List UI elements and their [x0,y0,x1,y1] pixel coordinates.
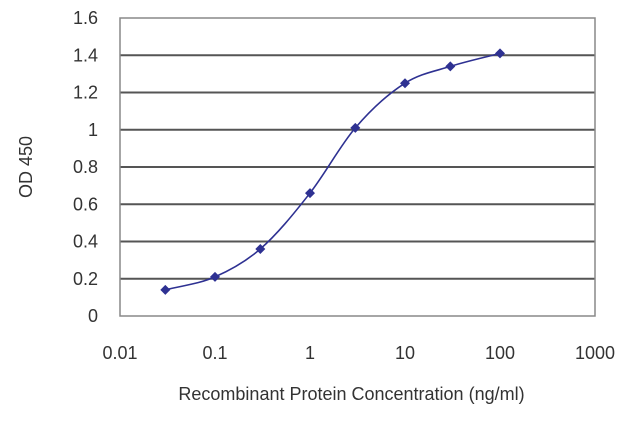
y-tick-label: 0.8 [73,157,98,177]
x-tick-label: 0.1 [202,343,227,363]
y-axis-ticks: 0 0.2 0.4 0.6 0.8 1 1.2 1.4 1.6 [73,8,98,326]
gridlines [120,54,595,280]
x-tick-label: 100 [485,343,515,363]
series-group [160,48,505,295]
x-tick-label: 0.01 [102,343,137,363]
x-tick-label: 1 [305,343,315,363]
data-point-marker [400,78,410,89]
x-axis-ticks: 0.01 0.1 1 10 100 1000 [102,343,615,363]
data-point-marker [350,122,361,133]
data-point-marker [495,48,505,59]
y-tick-label: 1.2 [73,83,98,103]
y-tick-label: 0.4 [73,232,98,252]
y-tick-label: 1 [88,120,98,140]
plot-frame [119,17,596,317]
y-tick-label: 1.4 [73,45,98,65]
data-point-marker [445,61,456,72]
y-tick-label: 1.6 [73,8,98,28]
data-point-marker [210,271,220,282]
data-point-marker [305,188,315,199]
y-tick-label: 0.6 [73,194,98,214]
series-line [165,52,501,291]
data-point-marker [160,284,171,295]
y-axis-title: OD 450 [16,136,36,198]
y-tick-label: 0.2 [73,269,98,289]
x-tick-label: 1000 [575,343,615,363]
x-axis-title: Recombinant Protein Concentration (ng/ml… [178,384,524,404]
data-point-marker [255,243,266,254]
x-tick-label: 10 [395,343,415,363]
y-tick-label: 0 [88,306,98,326]
